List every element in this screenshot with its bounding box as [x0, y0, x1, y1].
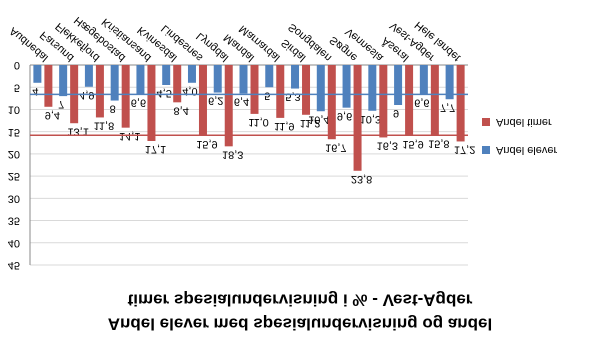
bar — [265, 65, 274, 88]
bar — [276, 65, 285, 118]
data-label: 4 — [32, 85, 38, 97]
bar — [394, 65, 403, 105]
bar — [110, 65, 119, 101]
bar — [187, 65, 196, 83]
data-label: 23,8 — [351, 173, 372, 185]
y-tick-label: 45 — [8, 259, 20, 271]
bar — [405, 65, 414, 136]
bar — [327, 65, 336, 140]
bar — [250, 65, 259, 114]
plot-root: Andel elever med spesialundervisning og … — [7, 14, 557, 334]
y-tick-label: 5 — [14, 81, 20, 93]
data-label: 11,2 — [300, 117, 321, 129]
data-label: 15,8 — [428, 137, 449, 149]
data-label: 16,7 — [325, 141, 346, 153]
y-tick-label: 30 — [8, 192, 20, 204]
data-label: 16,3 — [377, 140, 398, 152]
data-label: 10,3 — [360, 113, 381, 125]
bar — [147, 65, 156, 141]
bar — [224, 65, 233, 147]
bar — [198, 65, 207, 136]
bar — [239, 65, 248, 94]
bar — [445, 65, 454, 100]
data-label: 9 — [393, 107, 399, 119]
data-label: 6,6 — [414, 96, 429, 108]
y-tick-label: 10 — [8, 104, 20, 116]
data-label: 6,4 — [234, 96, 249, 108]
legend-swatch — [482, 146, 490, 154]
chart-title: Andel elever med spesialundervisning og … — [108, 315, 493, 334]
data-label: 11,0 — [248, 116, 269, 128]
bar — [316, 65, 325, 112]
bar — [59, 65, 68, 97]
legend-swatch — [482, 118, 490, 126]
data-label: 15,9 — [196, 138, 217, 150]
bar — [302, 65, 311, 115]
data-label: 11,8 — [94, 120, 115, 132]
chart-title: timer spesialundervisning i % - Vest-Agd… — [128, 291, 473, 310]
y-tick-label: 25 — [8, 170, 20, 182]
data-label: 13,1 — [67, 125, 88, 137]
bar — [456, 65, 465, 142]
bar — [84, 65, 93, 87]
bar — [162, 65, 171, 85]
legend-label: Andel timer — [496, 116, 552, 128]
data-label: 6,6 — [131, 96, 146, 108]
y-tick-label: 40 — [8, 237, 20, 249]
data-label: 11,9 — [274, 120, 295, 132]
legend-label: Andel elever — [496, 144, 557, 156]
bar — [136, 65, 145, 95]
bar — [33, 65, 42, 83]
data-label: 9,4 — [45, 109, 60, 121]
bar — [44, 65, 53, 107]
bar — [342, 65, 351, 108]
data-label: 18,3 — [222, 148, 243, 160]
bar — [121, 65, 130, 128]
data-label: 7 — [58, 98, 64, 110]
data-label: 7,7 — [440, 101, 455, 113]
data-label: 9,6 — [337, 110, 352, 122]
data-label: 8,4 — [174, 104, 189, 116]
data-label: 17,1 — [145, 143, 166, 155]
y-tick-label: 15 — [8, 126, 20, 138]
data-label: 17,2 — [454, 144, 475, 156]
data-label: 4,5 — [157, 87, 172, 99]
bar — [291, 65, 300, 89]
y-tick-label: 35 — [8, 215, 20, 227]
y-tick-label: 0 — [14, 59, 20, 71]
bar — [353, 65, 362, 171]
data-label: 6,2 — [208, 95, 223, 107]
y-tick-label: 20 — [8, 148, 20, 160]
bar — [368, 65, 377, 111]
bar — [173, 65, 182, 103]
data-label: 15,9 — [402, 138, 423, 150]
bar — [213, 65, 222, 93]
bar — [95, 65, 104, 118]
bar — [430, 65, 439, 136]
bar — [379, 65, 388, 138]
bar — [419, 65, 428, 95]
data-label: 8 — [110, 103, 116, 115]
data-label: 10,4 — [308, 113, 329, 125]
data-label: 5 — [264, 89, 270, 101]
data-label: 5,3 — [285, 91, 300, 103]
